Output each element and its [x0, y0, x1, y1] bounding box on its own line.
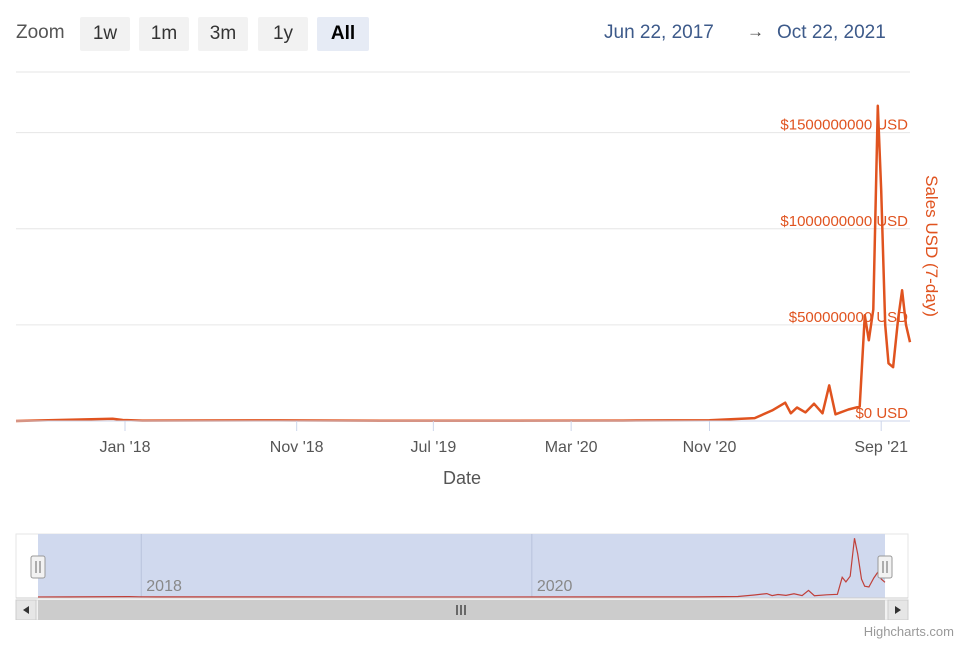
scroll-left-arrow[interactable] [15, 599, 37, 620]
range-to-date[interactable]: Oct 22, 2021 [777, 22, 886, 43]
x-tick-label: Nov '20 [683, 439, 737, 456]
navigator-x-label: 2018 [146, 578, 182, 595]
scrollbar-grip[interactable] [456, 605, 466, 615]
navigator-grid [140, 534, 533, 598]
navigator-x-labels: 2018 2020 [146, 578, 572, 595]
grid-lines [16, 71, 910, 326]
y-tick-label: $1500000000 USD [780, 117, 908, 134]
scroll-right-arrow[interactable] [887, 599, 909, 620]
x-tick-label: Jul '19 [410, 439, 456, 456]
y-tick-label: $0 USD [855, 405, 908, 422]
x-axis-title: Date [443, 468, 481, 488]
sales-series-line [15, 104, 912, 423]
x-tick-label: Nov '18 [270, 439, 324, 456]
navigator-x-label: 2020 [537, 578, 573, 595]
navigator-series-line [37, 538, 886, 598]
navigator-right-handle[interactable] [877, 555, 893, 579]
zoom-3m-button[interactable]: 3m [198, 17, 248, 51]
range-arrow: → [747, 22, 764, 41]
y-axis-ticks: $0 USD $500000000 USD $1000000000 USD $1500… [780, 117, 908, 422]
x-tick-label: Sep '21 [854, 439, 908, 456]
zoom-label: Zoom [16, 22, 65, 43]
zoom-1y-button[interactable]: 1y [258, 17, 308, 51]
range-from-date[interactable]: Jun 22, 2017 [604, 22, 714, 43]
zoom-1m-button[interactable]: 1m [139, 17, 189, 51]
y-tick-label: $1000000000 USD [780, 213, 908, 230]
zoom-1w-button[interactable]: 1w [80, 17, 130, 51]
x-tick-label: Jan '18 [99, 439, 150, 456]
zoom-all-button[interactable]: All [317, 17, 369, 51]
highcharts-credits[interactable]: Highcharts.com [863, 624, 954, 639]
navigator-selection-mask[interactable] [38, 534, 885, 598]
x-axis-ticks: Jan '18 Nov '18 Jul '19 Mar '20 Nov '20 Sep '… [99, 421, 908, 456]
y-axis-title: Sales USD (7-day) [922, 175, 941, 317]
x-tick-label: Mar '20 [545, 439, 598, 456]
sales-chart: $0 USD $500000000 USD $1000000000 USD $1500… [15, 71, 941, 620]
navigator-left-handle[interactable] [30, 555, 46, 579]
y-tick-label: $500000000 USD [789, 309, 908, 326]
